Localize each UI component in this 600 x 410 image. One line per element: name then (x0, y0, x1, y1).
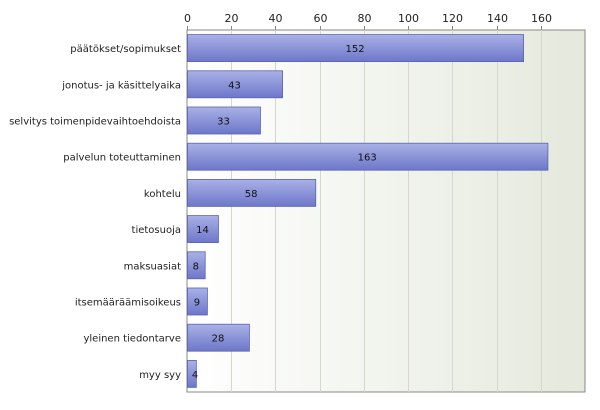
category-label: itsemääräämisoikeus (75, 298, 181, 309)
bar (187, 359, 197, 388)
data-label: 163 (358, 153, 377, 164)
bar (187, 287, 208, 316)
x-tick-label: 0 (184, 12, 191, 25)
category-labels: päätökset/sopimukset jonotus- ja käsittel… (9, 44, 181, 381)
x-tick-label: 40 (269, 12, 283, 25)
x-tick-label: 20 (225, 12, 239, 25)
x-tick-label: 100 (398, 12, 419, 25)
bar (187, 142, 549, 171)
bar (187, 323, 250, 352)
category-label: jonotus- ja käsittelyaika (61, 80, 181, 91)
category-label: myy syy (139, 370, 181, 381)
category-label: kohtelu (144, 189, 181, 200)
value-labels: 152 43 33 163 58 14 8 9 28 4 (192, 44, 377, 381)
data-label: 43 (228, 80, 241, 91)
x-tick-label: 120 (442, 12, 463, 25)
data-label: 33 (217, 117, 230, 128)
bar (187, 178, 317, 207)
bars (187, 34, 549, 388)
bar (187, 251, 206, 280)
x-axis-ticks: 0 20 40 60 80 100 120 140 160 (184, 12, 552, 30)
bar (187, 106, 261, 135)
x-tick-label: 80 (358, 12, 372, 25)
data-label: 8 (193, 261, 199, 272)
category-label: palvelun toteuttaminen (63, 153, 181, 164)
data-label: 14 (196, 225, 209, 236)
x-tick-label: 60 (314, 12, 328, 25)
category-label: yleinen tiedontarve (83, 334, 181, 345)
bar (187, 34, 524, 62)
data-label: 58 (245, 189, 258, 200)
category-label: selvitys toimenpidevaihtoehdoista (9, 117, 181, 128)
data-label: 152 (345, 44, 364, 55)
data-label: 9 (194, 298, 200, 309)
x-tick-label: 160 (531, 12, 552, 25)
x-tick-label: 140 (487, 12, 508, 25)
bar (187, 70, 283, 99)
data-label: 4 (192, 370, 198, 381)
bar (187, 215, 219, 244)
category-label: tietosuoja (132, 225, 181, 236)
data-label: 28 (212, 334, 225, 345)
category-label: päätökset/sopimukset (70, 44, 181, 55)
category-label: maksuasiat (124, 261, 181, 272)
